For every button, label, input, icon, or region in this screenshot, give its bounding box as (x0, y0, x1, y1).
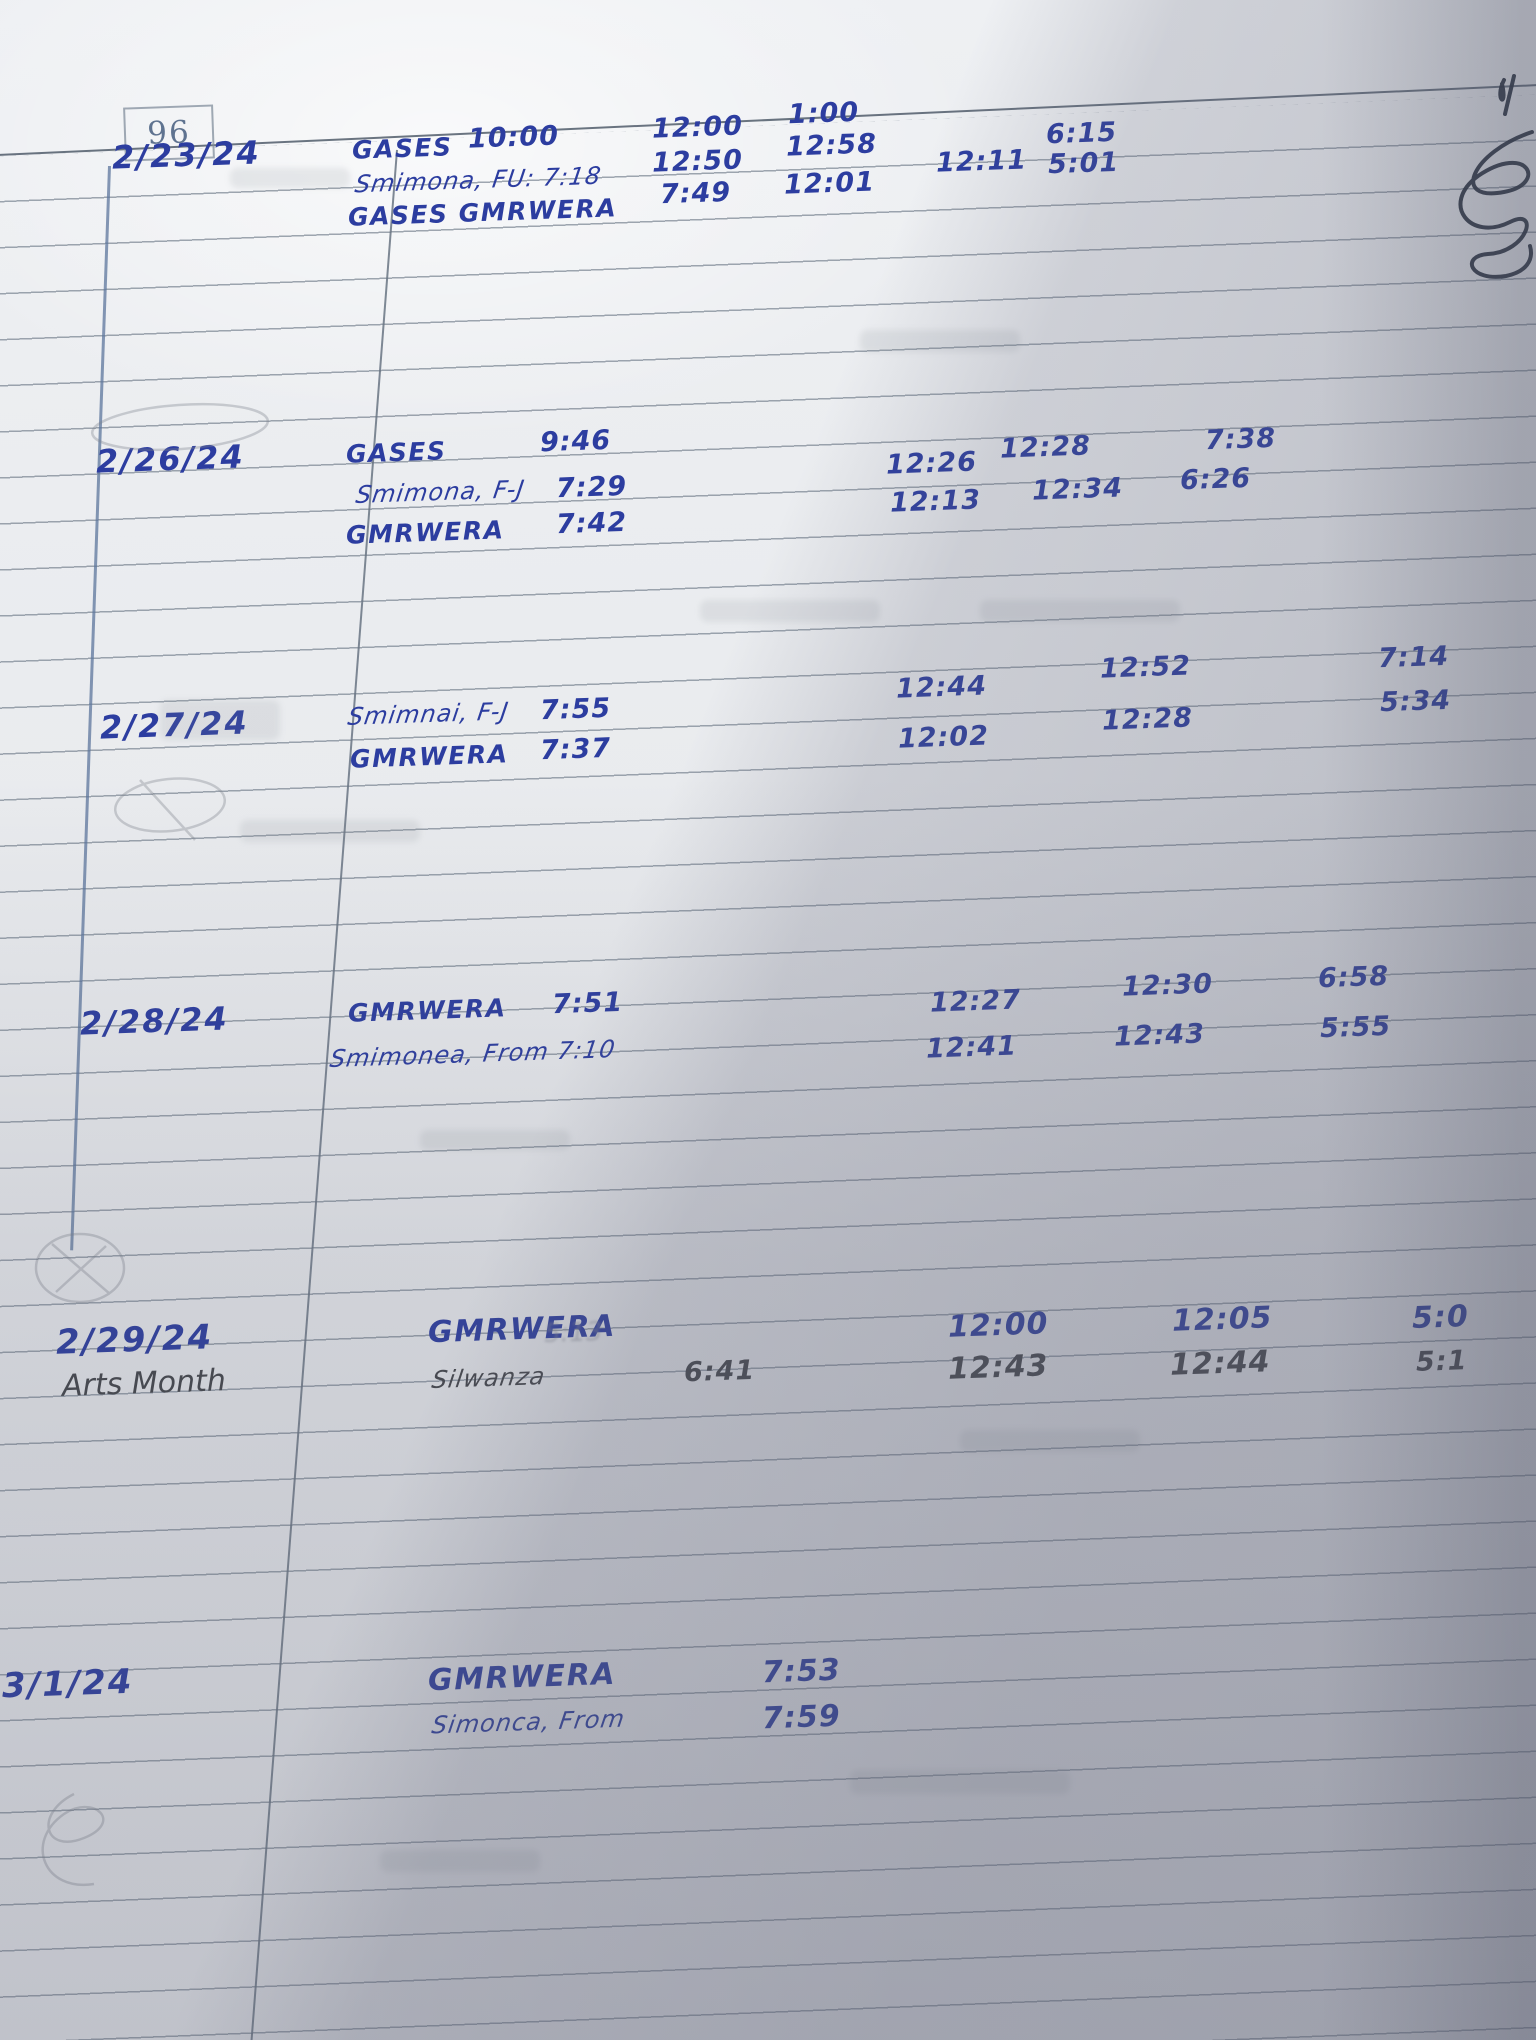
bleed-smudge (240, 820, 420, 842)
time-value: 12:27 (929, 984, 1022, 1019)
time-value: 5:34 (1379, 684, 1452, 719)
time-value: 7:14 (1377, 640, 1450, 675)
time-value: 7:51 (551, 986, 624, 1021)
time-value: 12:05 (1171, 1300, 1274, 1339)
entry-label: GASES (345, 436, 447, 469)
pencil-mark (41, 1792, 105, 1887)
bleed-smudge (420, 1130, 570, 1150)
time-value: 12:13 (889, 484, 982, 519)
bleed-smudge (980, 600, 1180, 622)
time-value: 12:34 (1031, 472, 1124, 507)
time-value: 7:42 (555, 506, 628, 541)
ruled-lines (0, 85, 1536, 2040)
entry-label: Silwanza (430, 1361, 548, 1395)
entry-label: GMRWERA (345, 515, 505, 550)
time-value: 7:55 (539, 692, 612, 727)
time-value: 1:00 (787, 96, 860, 131)
time-value: 7:38 (1204, 422, 1277, 457)
time-value: 7:53 (761, 1652, 842, 1691)
time-value: 7:59 (761, 1698, 842, 1737)
time-value: 12:00 (947, 1306, 1050, 1345)
bleed-smudge (700, 600, 880, 622)
time-value: 12:28 (999, 430, 1092, 465)
time-value: 6:41 (683, 1354, 756, 1389)
time-value: 12:28 (1101, 702, 1194, 737)
time-value: 5:0 (1411, 1299, 1470, 1336)
entry-date: 3/1/24 (1, 1661, 135, 1707)
time-value: 7:29 (555, 470, 628, 505)
time-value: 5:1 (1415, 1345, 1468, 1378)
time-value: 12:41 (925, 1030, 1018, 1065)
time-value: 12:01 (783, 166, 876, 201)
entry-label: GMRWERA (349, 739, 509, 774)
bleed-smudge (960, 1430, 1140, 1452)
time-value: 7:37 (539, 732, 612, 767)
bleed-through-text: 5:13 (543, 1316, 603, 1350)
time-value: 12:26 (885, 446, 978, 481)
time-value: 12:44 (895, 670, 988, 705)
bleed-smudge (850, 1770, 1070, 1794)
time-value: 12:30 (1121, 968, 1214, 1003)
time-value: 6:15 (1045, 116, 1118, 151)
time-value: 12:50 (651, 144, 744, 179)
time-value: 12:58 (785, 128, 878, 163)
time-value: 7:49 (659, 176, 732, 211)
time-value: 12:52 (1099, 650, 1192, 685)
time-value: 6:26 (1179, 462, 1252, 497)
entry-label: GMRWERA (427, 1656, 617, 1699)
time-value: 12:11 (935, 144, 1028, 179)
bleed-smudge (860, 330, 1020, 352)
time-value: 5:55 (1319, 1010, 1392, 1045)
entry-label: Smimnai, F-J (346, 697, 511, 731)
bleed-smudge (380, 1850, 540, 1872)
time-value: 12:02 (897, 720, 990, 755)
pencil-mark (113, 777, 227, 841)
time-value: 12:43 (947, 1348, 1050, 1387)
entry-label: GMRWERA (347, 993, 507, 1028)
entry-note: Arts Month (61, 1363, 227, 1404)
time-value: 6:58 (1317, 960, 1390, 995)
time-value: 12:00 (651, 110, 744, 145)
bleed-smudge (160, 700, 280, 740)
entry-date: 2/29/24 (55, 1317, 214, 1363)
pen-scribble (1458, 74, 1534, 279)
time-value: 12:43 (1113, 1018, 1206, 1053)
entry-date: 2/28/24 (79, 999, 230, 1043)
time-value: 10:00 (467, 120, 560, 155)
pencil-mark (90, 402, 270, 452)
pencil-mark (34, 1232, 126, 1304)
entry-label: GASES (351, 132, 453, 165)
time-value: 12:44 (1169, 1344, 1272, 1383)
time-value: 9:46 (539, 424, 612, 459)
time-value: 5:01 (1047, 146, 1120, 181)
bleed-smudge (230, 168, 350, 188)
